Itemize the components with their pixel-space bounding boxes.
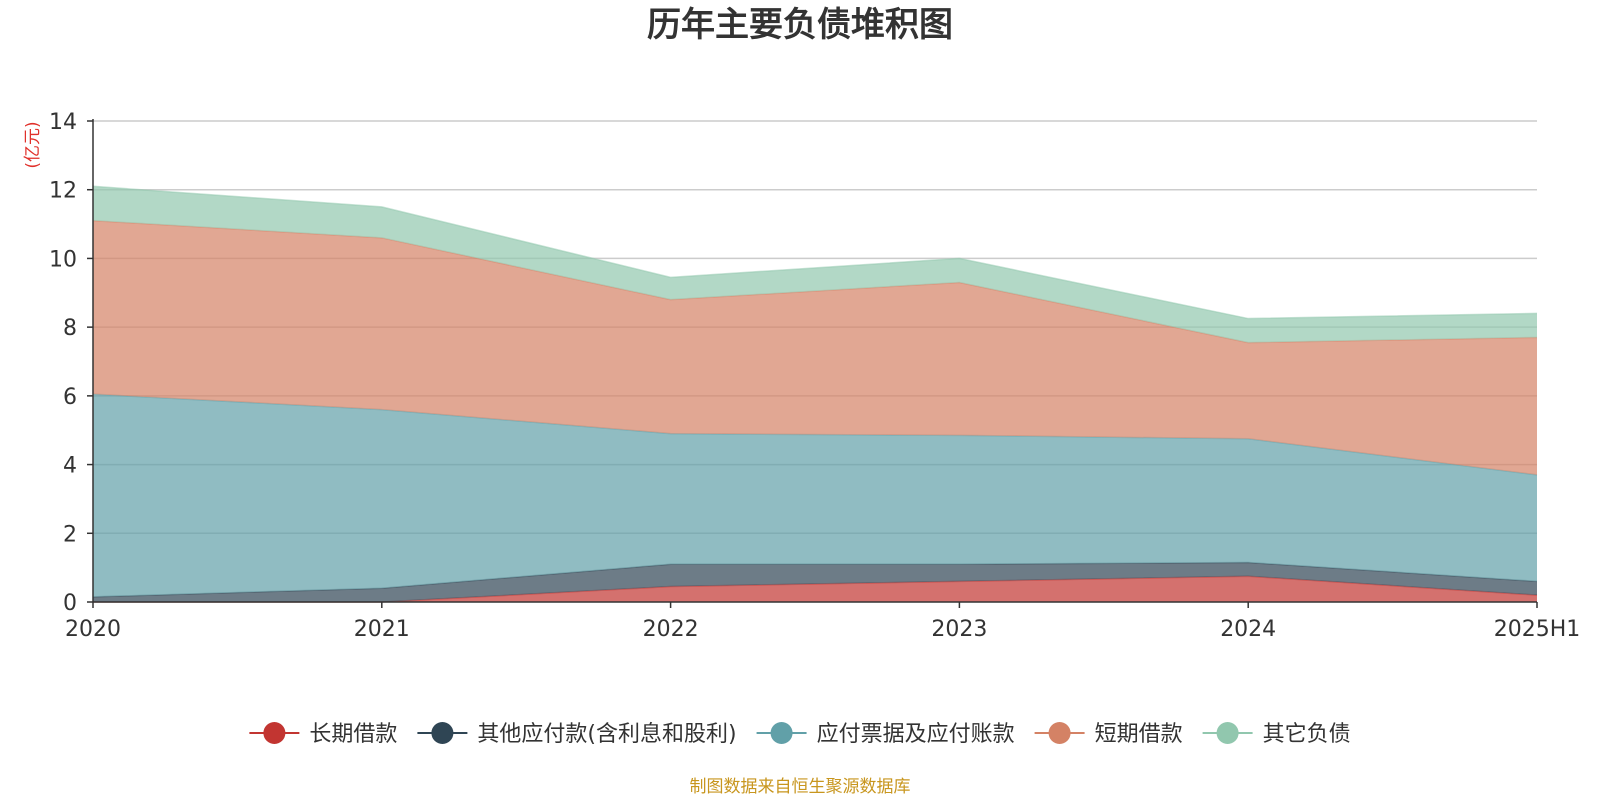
legend-label: 其他应付款(含利息和股利) [477,722,736,747]
data-source-note: 制图数据来自恒生聚源数据库 [690,777,911,797]
legend-item-4[interactable]: 其它负债 [1202,722,1351,747]
legend-marker [431,722,454,744]
x-tick-label: 2022 [643,617,699,642]
legend[interactable]: 长期借款 其他应付款(含利息和股利) 应付票据及应付账款 短期借款 其它负债 [249,722,1351,747]
legend-label: 其它负债 [1263,722,1351,747]
y-tick-label: 2 [63,522,77,547]
axes: 0 2 4 6 8 10 12 14 2020 2021 2022 2023 2024 2025H1 [49,110,1580,642]
area-series-0[interactable] [93,576,1537,602]
y-tick-label: 6 [63,385,77,410]
legend-marker [770,722,793,744]
area-series-1[interactable] [93,562,1537,602]
y-tick-label: 0 [63,591,77,616]
y-tick-label: 8 [63,316,77,341]
legend-label: 应付票据及应付账款 [817,722,1015,747]
legend-item-2[interactable]: 应付票据及应付账款 [756,722,1015,747]
y-tick-label: 10 [49,247,77,272]
area-series-2[interactable] [93,394,1537,597]
stacked-areas [92,185,1538,603]
legend-item-3[interactable]: 短期借款 [1034,722,1183,747]
x-tick-label: 2020 [65,617,121,642]
y-axis-unit: (亿元) [23,121,43,168]
legend-item-0[interactable]: 长期借款 [249,722,397,747]
legend-marker [1048,722,1071,744]
x-tick-label: 2021 [354,617,410,642]
legend-label: 短期借款 [1095,722,1183,747]
area-line-series-4 [92,185,1538,320]
x-tick-label: 2024 [1220,617,1276,642]
legend-item-1[interactable]: 其他应付款(含利息和股利) [417,722,737,747]
y-tick-label: 14 [49,110,77,135]
x-tick-label: 2023 [931,617,987,642]
area-series-3[interactable] [93,220,1537,475]
legend-marker [263,722,286,744]
legend-marker [1216,722,1239,744]
y-tick-label: 12 [49,179,77,204]
y-tick-label: 4 [63,454,77,479]
x-tick-label: 2025H1 [1494,617,1581,642]
chart-title: 历年主要负债堆积图 [647,5,953,45]
legend-label: 长期借款 [309,722,397,747]
